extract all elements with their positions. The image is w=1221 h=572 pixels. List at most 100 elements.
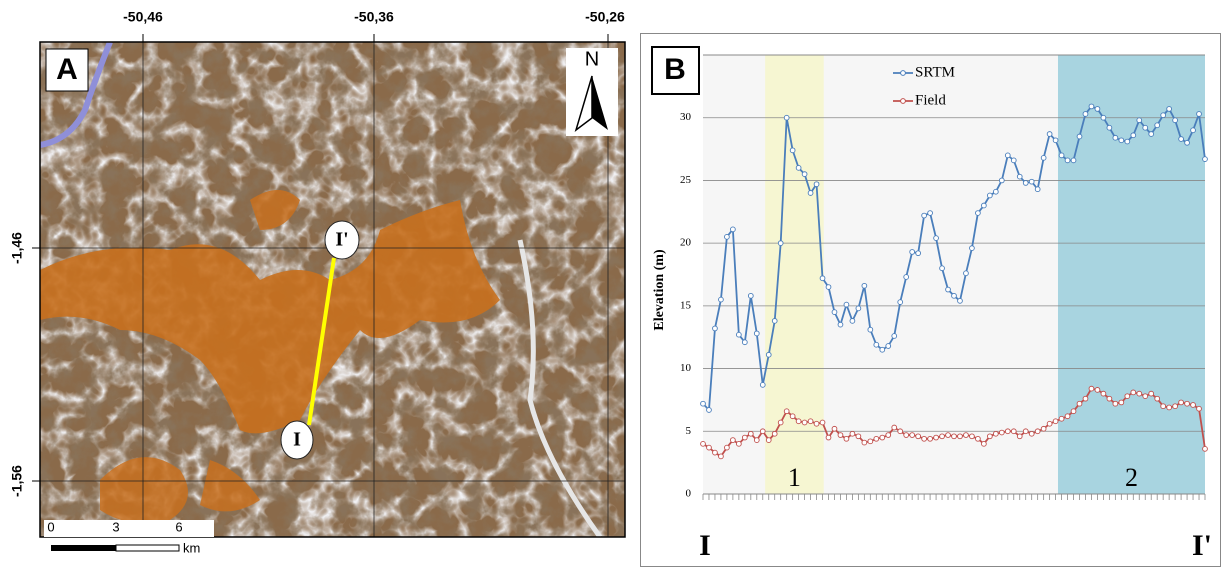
point	[1035, 187, 1040, 192]
region	[1058, 55, 1205, 494]
point	[1161, 404, 1166, 409]
point	[1053, 419, 1058, 424]
point	[713, 326, 718, 331]
figure: -50,46 -50,36 -50,26 -1,46 -1,56 A N 0 3…	[0, 0, 1221, 567]
point	[892, 425, 897, 430]
point	[1077, 401, 1082, 406]
point	[748, 293, 753, 298]
point	[904, 275, 909, 280]
point	[1029, 179, 1034, 184]
point	[725, 234, 730, 239]
point	[1017, 174, 1022, 179]
point	[970, 434, 975, 439]
y-axis-title: Elevation (m)	[652, 249, 667, 331]
point	[707, 445, 712, 450]
point	[1191, 403, 1196, 408]
marker-label: I'	[335, 229, 348, 251]
point	[719, 454, 724, 459]
scale-box	[44, 520, 214, 537]
point	[976, 436, 981, 441]
point	[1059, 153, 1064, 158]
point	[707, 408, 712, 413]
point	[754, 331, 759, 336]
point	[946, 433, 951, 438]
y-tick-label: 10	[680, 362, 692, 374]
point	[1095, 107, 1100, 112]
point	[730, 227, 735, 232]
point	[1089, 386, 1094, 391]
map-x-label: -50,46	[123, 9, 163, 25]
point	[868, 439, 873, 444]
point	[916, 434, 921, 439]
point	[736, 332, 741, 337]
point	[862, 440, 867, 445]
scale-label: 0	[47, 519, 54, 534]
point	[964, 271, 969, 276]
point	[987, 193, 992, 198]
point	[713, 450, 718, 455]
point	[844, 436, 849, 441]
panel-label: A	[56, 53, 78, 86]
point	[1065, 158, 1070, 163]
point	[1089, 104, 1094, 109]
point	[880, 435, 885, 440]
point	[766, 352, 771, 357]
point	[1107, 396, 1112, 401]
point	[790, 414, 795, 419]
point	[886, 344, 891, 349]
panel-label: B	[664, 53, 686, 86]
point	[1005, 153, 1010, 158]
region	[765, 55, 824, 494]
point	[832, 426, 837, 431]
point	[802, 172, 807, 177]
point	[1173, 118, 1178, 123]
point	[868, 327, 873, 332]
point	[808, 419, 813, 424]
point	[856, 306, 861, 311]
point	[981, 203, 986, 208]
point	[1143, 394, 1148, 399]
point	[1191, 128, 1196, 133]
point	[1167, 107, 1172, 112]
point	[940, 434, 945, 439]
x-end-label: I'	[1192, 529, 1212, 562]
point	[1101, 115, 1106, 120]
scale-bar	[51, 545, 116, 551]
point	[1149, 391, 1154, 396]
point	[928, 211, 933, 216]
point	[1065, 414, 1070, 419]
point	[1203, 157, 1208, 162]
point	[934, 236, 939, 241]
point	[1155, 396, 1160, 401]
point	[898, 429, 903, 434]
legend-label: SRTM	[915, 64, 955, 80]
scale-label: 6	[175, 519, 182, 534]
point	[814, 182, 819, 187]
point	[1005, 429, 1010, 434]
point	[1047, 132, 1052, 137]
point	[862, 283, 867, 288]
point	[1101, 391, 1106, 396]
point	[736, 441, 741, 446]
point	[1041, 155, 1046, 160]
region-label: 2	[1125, 463, 1138, 492]
point	[958, 434, 963, 439]
map-y-label: -1,56	[9, 465, 25, 497]
point	[999, 430, 1004, 435]
point	[1071, 409, 1076, 414]
point	[701, 441, 706, 446]
legend-marker	[901, 99, 906, 104]
point	[1077, 134, 1082, 139]
point	[993, 189, 998, 194]
point	[838, 433, 843, 438]
point	[892, 334, 897, 339]
point	[1095, 387, 1100, 392]
point	[1179, 400, 1184, 405]
plot: 12051015202530SRTMField	[680, 55, 1207, 500]
point	[790, 148, 795, 153]
point	[778, 241, 783, 246]
point	[814, 421, 819, 426]
point	[838, 322, 843, 327]
point	[904, 433, 909, 438]
y-tick-label: 0	[686, 488, 692, 500]
